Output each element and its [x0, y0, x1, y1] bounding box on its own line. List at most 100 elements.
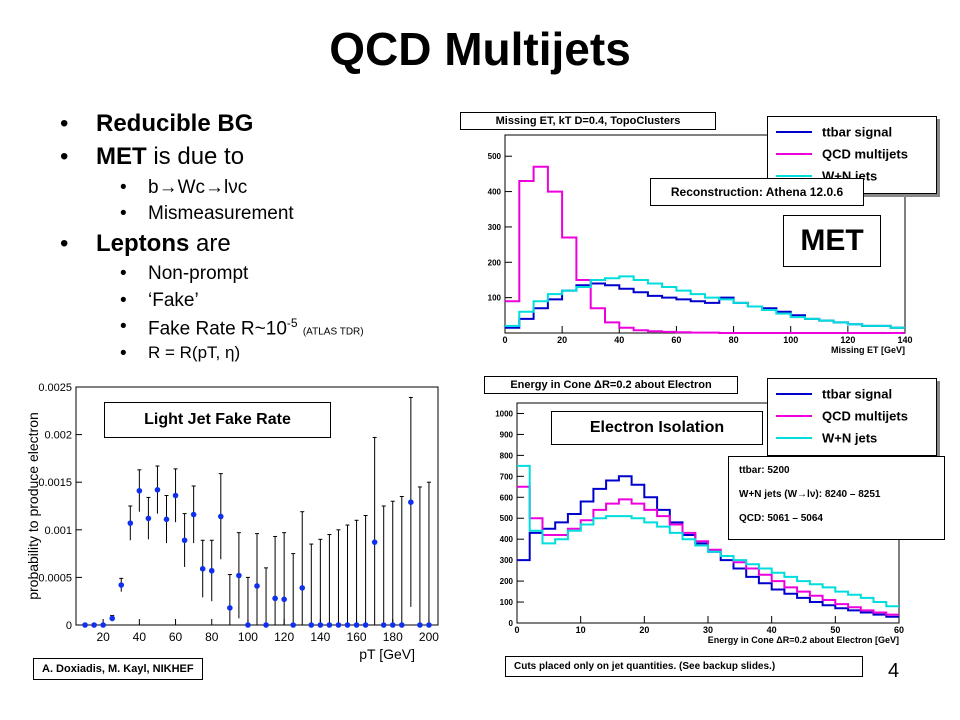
fr-data-point [335, 622, 342, 628]
fr-data-point [426, 622, 432, 628]
fr-data-point [371, 539, 378, 545]
fr-ytick-label: 0.0025 [38, 382, 72, 394]
iso-legend: ttbar signal QCD multijets W+N jets [767, 378, 937, 456]
iso-xtick-label: 10 [576, 625, 586, 635]
met-legend-swatch [776, 152, 812, 155]
met-plot-title: Missing ET, kT D=0.4, TopoClusters [460, 112, 716, 130]
fr-xtick-label: 40 [133, 630, 147, 644]
fr-data-point [254, 583, 260, 589]
iso-ytick-label: 300 [500, 556, 514, 565]
iso-legend-entry: QCD multijets [776, 407, 908, 425]
iso-ytick-label: 100 [500, 598, 514, 607]
iso-ytick-label: 600 [500, 493, 514, 502]
met-series-line [505, 165, 905, 334]
fr-data-point [399, 622, 405, 628]
met-xtick-label: 60 [671, 335, 681, 345]
iso-xtick-label: 40 [767, 625, 777, 635]
met-xtick-label: 20 [557, 335, 567, 345]
iso-ytick-label: 800 [500, 451, 514, 460]
met-big-label: MET [783, 215, 881, 267]
fr-data-point [218, 513, 224, 520]
fr-data-point [353, 622, 360, 628]
fr-xtick-label: 20 [96, 630, 110, 644]
fr-data-point [389, 622, 396, 628]
iso-xtick-label: 20 [639, 625, 649, 635]
fr-data-point [326, 622, 333, 628]
iso-count-qcd: QCD: 5061 – 5064 [739, 513, 823, 524]
fr-data-point [163, 516, 170, 523]
fake-rate-exponent: -5 [286, 316, 298, 330]
fr-data-point [290, 622, 297, 628]
fr-data-point [127, 520, 134, 526]
footer-authors: A. Doxiadis, M. Kayl, NIKHEF [33, 658, 203, 680]
fr-data-point [299, 585, 306, 591]
fr-xtick-label: 180 [383, 630, 403, 644]
met-ytick-label: 300 [488, 223, 502, 232]
met-ytick-label: 500 [488, 152, 502, 161]
fake-rate-note: (ATLAS TDR) [302, 326, 364, 338]
fr-data-point [236, 572, 242, 579]
fr-data-point [91, 622, 97, 628]
met-legend-swatch [776, 174, 812, 177]
met-legend-label: ttbar signal [822, 124, 893, 140]
fr-ytick-label: 0.001 [44, 525, 72, 537]
fr-xlabel: pT [GeV] [359, 646, 415, 662]
fr-xtick-label: 80 [205, 630, 219, 644]
page-number: 4 [888, 660, 900, 682]
fr-data-point [417, 622, 423, 628]
iso-xlabel: Energy in Cone ΔR=0.2 about Electron [Ge… [708, 635, 899, 645]
fr-ylabel: probability to produce electron [25, 412, 41, 600]
iso-xtick-label: 60 [894, 625, 904, 635]
met-xlabel: Missing ET [GeV] [831, 345, 905, 355]
met-ytick-label: 100 [488, 294, 502, 303]
iso-series-line [517, 464, 899, 608]
fr-data-point [118, 582, 125, 588]
fr-data-point [272, 595, 278, 602]
iso-legend-swatch [776, 414, 812, 417]
bullet-met-rest: is due to [146, 143, 245, 170]
iso-annotation: Electron Isolation [551, 411, 763, 445]
fr-data-point [245, 622, 251, 628]
fr-xtick-label: 200 [419, 630, 439, 644]
fr-data-point [208, 567, 215, 574]
fr-xtick-label: 100 [238, 630, 258, 644]
met-xtick-label: 120 [840, 335, 855, 345]
iso-plot-title: Energy in Cone ΔR=0.2 about Electron [484, 376, 738, 394]
fr-data-point [408, 499, 414, 505]
iso-legend-label: W+N jets [822, 430, 878, 446]
fr-xtick-label: 160 [347, 630, 367, 644]
met-legend-swatch [776, 130, 812, 133]
met-ytick-label: 200 [488, 258, 502, 267]
fr-data-point [308, 622, 315, 628]
fr-data-point [199, 566, 206, 572]
fr-xtick-label: 140 [310, 630, 330, 644]
iso-ytick-label: 1000 [495, 409, 513, 418]
iso-legend-swatch [776, 392, 812, 395]
fr-xtick-label: 60 [169, 630, 183, 644]
met-xtick-label: 40 [614, 335, 624, 345]
iso-count-wjets: W+N jets (W→lν): 8240 – 8251 [739, 489, 881, 500]
met-xtick-label: 140 [897, 335, 912, 345]
fr-data-point [317, 622, 324, 628]
fr-data-point [109, 615, 115, 622]
iso-count-ttbar: ttbar: 5200 [739, 465, 790, 476]
fr-data-point [362, 622, 369, 628]
iso-ytick-label: 900 [500, 430, 514, 439]
met-legend-entry: QCD multijets [776, 145, 908, 163]
met-xtick-label: 80 [729, 335, 739, 345]
met-series-line [505, 275, 905, 329]
slide-title: QCD Multijets [329, 23, 631, 75]
fr-ytick-label: 0.002 [44, 430, 72, 442]
met-reconstruction-note: Reconstruction: Athena 12.0.6 [650, 178, 864, 206]
iso-xtick-label: 30 [703, 625, 713, 635]
fr-data-point [281, 596, 287, 603]
fr-data-point [145, 515, 152, 522]
fr-data-point [380, 622, 387, 628]
iso-legend-label: QCD multijets [822, 408, 908, 424]
met-xtick-label: 100 [783, 335, 798, 345]
fr-xtick-label: 120 [274, 630, 294, 644]
fr-data-point [181, 537, 188, 544]
met-ytick-label: 400 [488, 188, 502, 197]
iso-legend-entry: W+N jets [776, 429, 877, 447]
bullet-met-bold: MET [96, 143, 147, 170]
